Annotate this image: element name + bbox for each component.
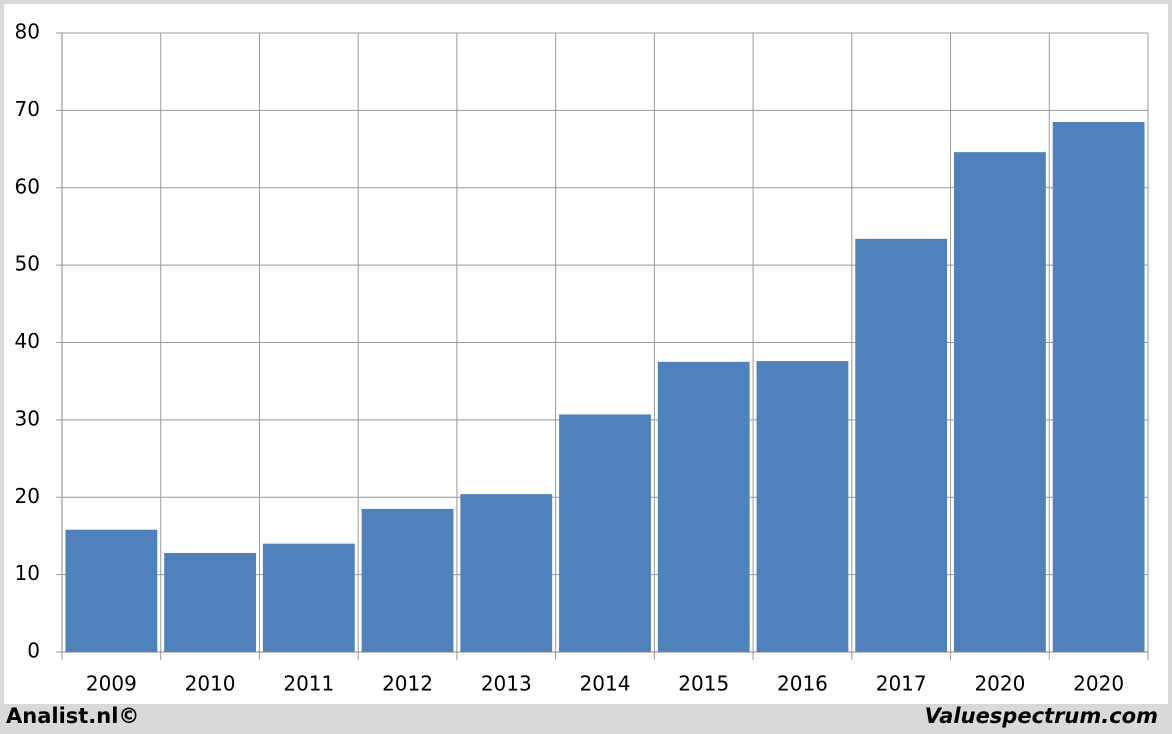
x-tick-label: 2010 <box>185 672 236 696</box>
bar <box>657 361 750 652</box>
y-tick-label: 30 <box>15 406 40 430</box>
x-tick-label: 2013 <box>481 672 532 696</box>
bar <box>65 529 158 652</box>
y-tick-label: 60 <box>15 174 40 198</box>
x-tick-label: 2015 <box>678 672 729 696</box>
footer-right: Valuespectrum.com <box>925 704 1158 728</box>
bar <box>756 361 849 652</box>
bar <box>954 152 1046 652</box>
x-tick-label: 2012 <box>382 672 433 696</box>
y-tick-label: 70 <box>15 97 40 121</box>
x-tick-label: 2016 <box>777 672 828 696</box>
bar <box>361 508 454 652</box>
y-tick-label: 40 <box>15 329 40 353</box>
bar <box>460 494 553 652</box>
y-tick-label: 0 <box>27 639 40 663</box>
y-tick-label: 50 <box>15 252 40 276</box>
x-tick-label: 2014 <box>580 672 631 696</box>
footer-left: Analist.nl© <box>6 704 139 728</box>
x-tick-label: 2009 <box>86 672 137 696</box>
y-tick-label: 80 <box>15 20 40 44</box>
x-tick-label: 2020 <box>974 672 1025 696</box>
bar <box>855 238 948 652</box>
y-tick-label: 20 <box>15 484 40 508</box>
x-tick-label: 2020 <box>1073 672 1124 696</box>
bar <box>1052 121 1145 652</box>
bar <box>559 414 651 652</box>
bar <box>262 543 355 652</box>
bar <box>164 552 256 652</box>
x-tick-label: 2011 <box>283 672 334 696</box>
x-tick-label: 2017 <box>876 672 927 696</box>
y-tick-label: 10 <box>15 561 40 585</box>
